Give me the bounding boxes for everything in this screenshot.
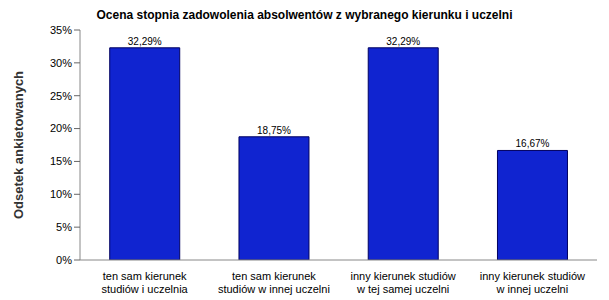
svg-text:inny kierunek studióww tej sam: inny kierunek studióww tej samej uczelni (351, 270, 456, 295)
svg-text:18,75%: 18,75% (257, 125, 291, 136)
svg-text:inny kierunek studióww innej u: inny kierunek studióww innej uczelni (480, 270, 585, 295)
svg-text:10%: 10% (50, 188, 72, 200)
svg-text:15%: 15% (50, 155, 72, 167)
svg-text:35%: 35% (50, 24, 72, 36)
svg-text:5%: 5% (56, 221, 72, 233)
svg-text:32,29%: 32,29% (128, 36, 162, 47)
html-text:Ocena stopnia zadowolenia abso: Ocena stopnia zadowolenia absolwentów z … (96, 8, 513, 22)
svg-text:25%: 25% (50, 90, 72, 102)
svg-text:ten sam kierunekstudiów w inne: ten sam kierunekstudiów w innej uczelni (218, 270, 330, 295)
svg-text:Odsetek ankietowanych: Odsetek ankietowanych (11, 71, 26, 219)
svg-text:32,29%: 32,29% (386, 36, 420, 47)
svg-text:0%: 0% (56, 254, 72, 266)
svg-text:16,67%: 16,67% (516, 138, 550, 149)
svg-text:20%: 20% (50, 122, 72, 134)
svg-text:30%: 30% (50, 57, 72, 69)
svg-text:ten sam kierunekstudiów i ucze: ten sam kierunekstudiów i uczelnia (102, 270, 189, 295)
